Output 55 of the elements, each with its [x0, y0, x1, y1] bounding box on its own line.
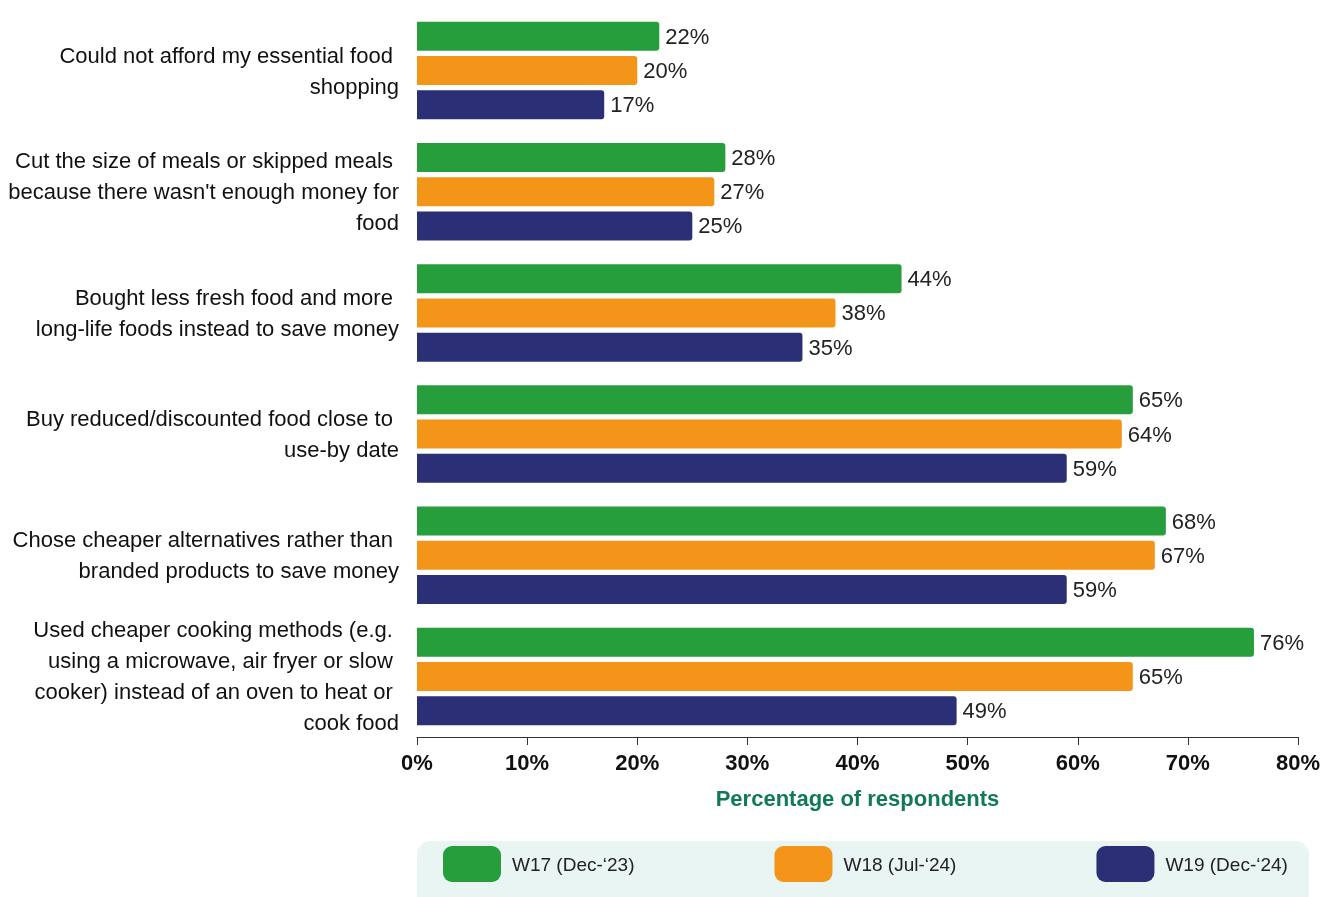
bar [417, 661, 1133, 691]
data-label: 65% [1138, 663, 1183, 689]
x-tick-label: 50% [945, 749, 990, 775]
x-tick-label: 40% [835, 749, 880, 775]
bar [417, 627, 1254, 657]
bar [417, 419, 1122, 449]
x-tick-label: 0% [401, 749, 433, 775]
data-label: 25% [698, 213, 743, 239]
bar [417, 90, 605, 120]
bar [417, 696, 957, 726]
x-tick-label: 20% [615, 749, 660, 775]
y-tick-label: Bought less fresh food and more long-life foods instead to save money [35, 284, 399, 341]
x-tick-label: 30% [725, 749, 770, 775]
bar [417, 506, 1166, 536]
bar [417, 298, 836, 328]
data-label: 68% [1171, 508, 1216, 534]
data-label: 65% [1138, 387, 1183, 413]
y-tick-label: Could not afford my essential food shopping [59, 42, 399, 99]
legend-label: W19 (Dec-‘24) [1165, 853, 1288, 875]
legend-label: W18 (Jul-‘24) [843, 853, 957, 875]
data-label: 64% [1127, 421, 1172, 447]
x-tick-label: 70% [1165, 749, 1210, 775]
data-label: 20% [643, 58, 688, 84]
bar [417, 211, 693, 241]
bar [417, 540, 1155, 570]
bar [417, 385, 1133, 415]
data-label: 67% [1160, 542, 1205, 568]
y-tick-label: Buy reduced/discounted food close to use-by date [25, 406, 399, 463]
y-tick-label: Used cheaper cooking methods (e.g. using a microwave, air fryer or slow cooker) instead of an oven to heat or cook food [33, 617, 399, 736]
data-label: 27% [720, 179, 765, 205]
bar [417, 21, 660, 51]
bar [417, 56, 638, 86]
data-label: 38% [841, 300, 886, 326]
bar [417, 332, 803, 362]
legend-label: W17 (Dec-‘23) [512, 853, 635, 875]
data-label: 22% [665, 23, 710, 49]
data-label: 59% [1072, 576, 1117, 602]
x-tick-label: 60% [1055, 749, 1100, 775]
x-tick-label: 80% [1275, 749, 1321, 775]
y-tick-label: Chose cheaper alternatives rather than branded products to save money [12, 527, 399, 584]
bar [417, 453, 1067, 483]
bar [417, 177, 715, 207]
x-tick-label: 10% [505, 749, 550, 775]
data-label: 76% [1259, 629, 1304, 655]
data-label: 59% [1072, 455, 1117, 481]
data-label: 17% [610, 92, 655, 118]
bar [417, 264, 902, 294]
data-label: 49% [962, 698, 1007, 724]
bar [417, 574, 1067, 604]
data-label: 28% [731, 145, 776, 171]
data-label: 35% [808, 334, 853, 360]
bar [417, 143, 726, 173]
y-tick-label: Cut the size of meals or skipped meals because there wasn't enough money for food [8, 148, 399, 236]
data-label: 44% [907, 266, 952, 292]
x-axis-title: Percentage of respondents [715, 785, 1000, 811]
